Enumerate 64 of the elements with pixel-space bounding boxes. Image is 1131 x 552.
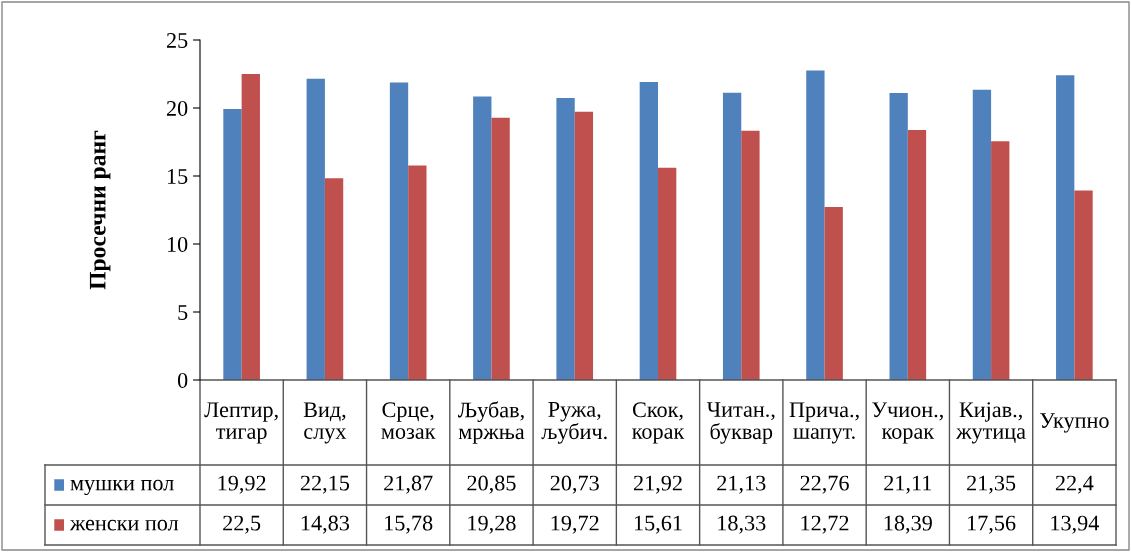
y-tick-label: 10 bbox=[167, 236, 188, 252]
bar bbox=[223, 109, 242, 380]
x-tick-label: Прича., шапут. bbox=[789, 402, 859, 444]
data-label: 15,78 bbox=[385, 515, 433, 534]
data-label: 21,92 bbox=[633, 475, 682, 494]
data-label: 22,15 bbox=[300, 475, 350, 494]
data-label: 15,61 bbox=[634, 515, 682, 534]
x-tick-label: Ружа, љубич. bbox=[541, 402, 607, 444]
bar bbox=[658, 167, 677, 380]
bar bbox=[306, 78, 325, 380]
data-label: 13,94 bbox=[1051, 515, 1100, 534]
bar bbox=[491, 117, 510, 380]
data-label: 21,11 bbox=[884, 475, 932, 494]
bar bbox=[639, 81, 658, 380]
y-tick-label: 25 bbox=[166, 32, 188, 48]
legend-label: женски пол bbox=[69, 519, 179, 531]
data-label: 18,39 bbox=[884, 515, 932, 534]
x-tick-label: Срце, мозак bbox=[381, 402, 436, 439]
bar bbox=[741, 130, 760, 380]
bar bbox=[389, 82, 409, 380]
y-tick-label: 0 bbox=[177, 372, 188, 388]
y-tick-label: 15 bbox=[167, 169, 188, 184]
bar bbox=[408, 165, 427, 380]
data-label: 22,76 bbox=[800, 475, 849, 494]
data-label: 19,92 bbox=[218, 475, 266, 494]
data-label: 21,13 bbox=[717, 475, 766, 494]
data-label: 22,4 bbox=[1055, 475, 1094, 494]
bar bbox=[991, 141, 1010, 380]
bar bbox=[241, 74, 260, 380]
y-tick-label: 20 bbox=[166, 100, 188, 116]
data-label: 17,56 bbox=[968, 515, 1016, 534]
data-label: 21,87 bbox=[384, 475, 433, 494]
legend-label: мушки пол bbox=[70, 479, 174, 496]
data-label: 21,35 bbox=[967, 475, 1016, 494]
data-label: 19,28 bbox=[468, 515, 516, 534]
data-label: 20,85 bbox=[467, 475, 516, 494]
data-label: 12,72 bbox=[801, 515, 849, 534]
bar bbox=[1074, 190, 1093, 380]
bar bbox=[556, 98, 575, 380]
bar bbox=[824, 207, 843, 380]
data-label: 22,5 bbox=[223, 515, 261, 534]
data-label: 14,83 bbox=[301, 515, 350, 534]
x-tick-label: Вид, слух bbox=[303, 402, 347, 444]
bar bbox=[806, 70, 825, 380]
bar bbox=[722, 92, 742, 380]
bar bbox=[907, 129, 927, 380]
data-label: 19,72 bbox=[551, 515, 599, 534]
x-tick-label: Кијав., жутица bbox=[956, 402, 1026, 444]
x-tick-label: Укупно bbox=[1039, 413, 1109, 433]
y-axis-title: Просечни ранг bbox=[89, 130, 111, 290]
bar bbox=[324, 178, 344, 380]
x-tick-label: Скок, корак bbox=[632, 402, 685, 444]
bar bbox=[889, 92, 908, 380]
data-label: 18,33 bbox=[718, 515, 766, 534]
y-tick-label: 5 bbox=[178, 305, 188, 320]
bar bbox=[972, 89, 992, 380]
bar bbox=[473, 96, 492, 380]
x-tick-label: Лептир, тигар bbox=[204, 402, 278, 444]
bar bbox=[574, 111, 594, 380]
x-tick-label: Љубав, мржња bbox=[457, 401, 525, 444]
x-tick-label: Читан., буквар bbox=[706, 402, 775, 444]
data-label: 20,73 bbox=[550, 475, 599, 494]
bar bbox=[1056, 75, 1075, 380]
x-tick-label: Учион., корак bbox=[872, 402, 943, 444]
